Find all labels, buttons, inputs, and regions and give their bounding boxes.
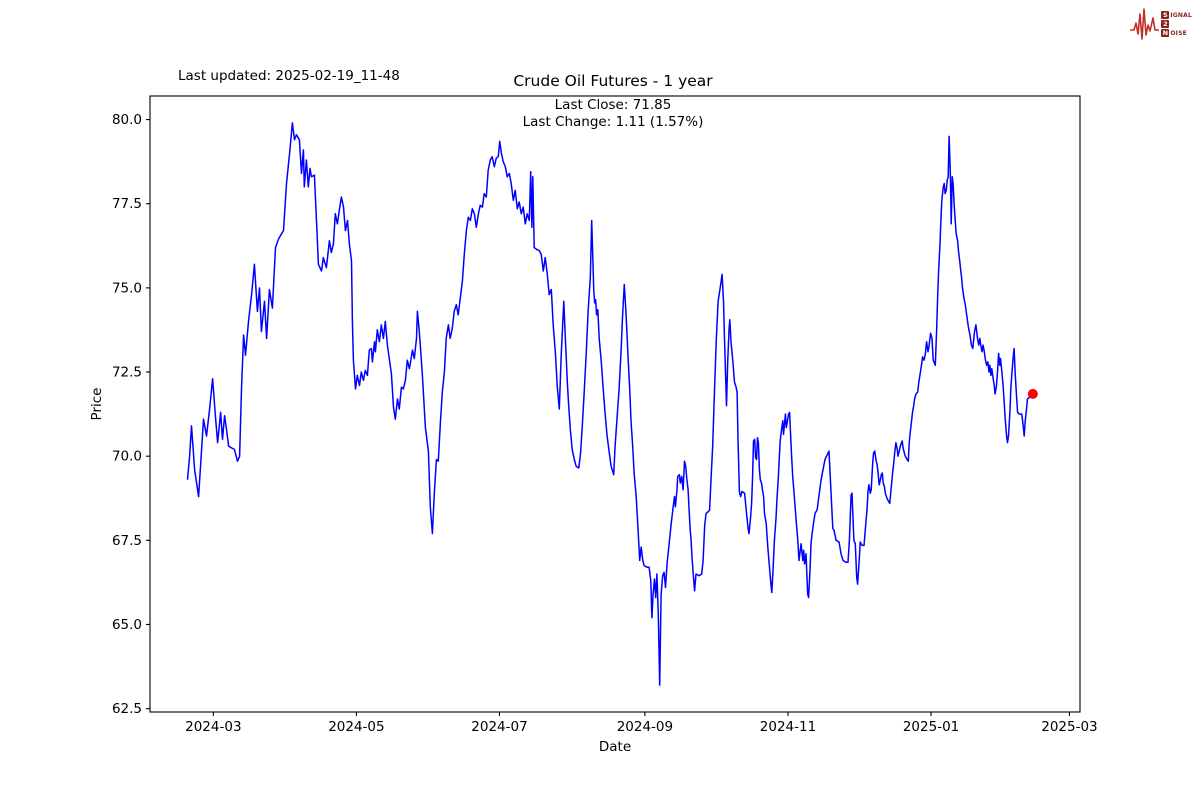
x-tick-label: 2024-07 <box>471 719 527 735</box>
x-tick-label: 2024-05 <box>328 719 384 735</box>
x-tick-label: 2025-03 <box>1041 719 1097 735</box>
logo-row-noise: N OISE <box>1161 29 1187 37</box>
logo-row-2: 2 <box>1161 20 1192 28</box>
y-tick-label: 70.0 <box>112 449 142 465</box>
chart-title: Crude Oil Futures - 1 year <box>513 72 713 90</box>
y-tick-label: 75.0 <box>112 280 142 296</box>
last-change-annotation: Last Change: 1.11 (1.57%) <box>522 114 704 130</box>
logo-row-signal: S IGNAL <box>1161 11 1192 19</box>
waveform-icon <box>1130 8 1160 40</box>
signal2noise-logo: S IGNAL 2 N OISE <box>1130 4 1192 44</box>
y-tick-label: 77.5 <box>112 196 142 212</box>
last-close-annotation: Last Close: 71.85 <box>554 97 672 113</box>
logo-letter-n: N <box>1161 29 1170 37</box>
x-tick-label: 2025-01 <box>903 719 959 735</box>
y-tick-label: 67.5 <box>112 533 142 549</box>
x-tick-label: 2024-09 <box>617 719 673 735</box>
price-line <box>186 122 1034 686</box>
y-tick-label: 80.0 <box>112 112 142 128</box>
y-tick-label: 62.5 <box>112 701 142 717</box>
last-updated-label: Last updated: 2025-02-19_11-48 <box>178 68 400 84</box>
logo-letter-s: S <box>1161 11 1170 19</box>
x-tick-label: 2024-11 <box>760 719 816 735</box>
y-tick-label: 72.5 <box>112 365 142 381</box>
logo-letter-2: 2 <box>1161 20 1170 28</box>
y-tick-label: 65.0 <box>112 617 142 633</box>
last-price-marker <box>1027 388 1038 399</box>
x-axis-label: Date <box>598 739 632 755</box>
plot-border <box>149 95 1081 713</box>
x-tick-label: 2024-03 <box>185 719 241 735</box>
